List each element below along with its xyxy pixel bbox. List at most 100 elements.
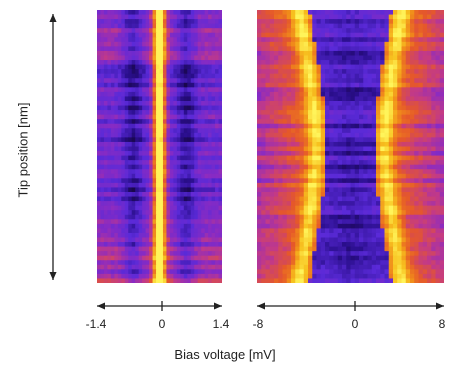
heatmap-cell [303,214,309,220]
heatmap-cell [384,210,390,216]
heatmap-cell [149,19,154,25]
heatmap-cell [337,132,343,138]
heatmap-cell [312,219,318,225]
heatmap-cell [363,269,369,275]
heatmap-cell [269,160,275,166]
heatmap-cell [414,164,420,170]
heatmap-cell [176,210,181,216]
heatmap-cell [312,278,318,283]
heatmap-cell [439,210,444,216]
heatmap-cell [197,146,202,152]
heatmap-cell [97,87,102,93]
heatmap-cell [152,219,157,225]
heatmap-cell [350,264,356,270]
heatmap-cell [117,69,122,75]
heatmap-cell [124,223,129,229]
heatmap-cell [435,210,441,216]
heatmap-cell [354,10,360,16]
heatmap-cell [166,169,171,175]
heatmap-cell [367,246,373,252]
heatmap-cell [176,255,181,261]
heatmap-cell [363,214,369,220]
heatmap-cell [359,101,364,107]
heatmap-cell [435,173,441,179]
heatmap-cell [325,192,330,198]
heatmap-cell [299,255,305,261]
heatmap-cell [265,69,271,75]
heatmap-cell [312,223,318,229]
heatmap-cell [363,114,369,120]
heatmap-cell [291,214,296,220]
heatmap-cell [320,46,326,52]
heatmap-cell [138,278,143,283]
heatmap-cell [183,19,188,25]
heatmap-cell [346,246,352,252]
heatmap-cell [282,169,288,175]
heatmap-cell [384,196,390,202]
heatmap-cell [354,278,360,283]
heatmap-cell [208,264,213,270]
heatmap-cell [380,19,386,25]
heatmap-cell [278,23,284,29]
heatmap-cell [303,178,309,184]
heatmap-cell [121,196,126,202]
heatmap-cell [350,46,356,52]
heatmap-cell [435,237,441,243]
heatmap-cell [201,110,206,116]
heatmap-cell [427,192,432,198]
heatmap-cell [103,41,109,47]
heatmap-cell [215,78,220,84]
heatmap-cell [145,242,150,248]
heatmap-cell [278,264,284,270]
heatmap-cell [176,146,181,152]
heatmap-cell [359,255,364,261]
heatmap-cell [371,132,377,138]
heatmap-cell [162,260,168,266]
heatmap-cell [376,37,381,43]
heatmap-cell [291,10,296,16]
heatmap-cell [194,228,199,234]
heatmap-cell [342,14,347,20]
heatmap-cell [257,214,262,220]
heatmap-cell [162,196,168,202]
heatmap-cell [316,123,322,129]
heatmap-cell [149,91,154,98]
heatmap-cell [218,269,222,275]
heatmap-cell [204,64,209,70]
heatmap-cell [376,119,381,125]
heatmap-cell [110,223,115,229]
heatmap-cell [166,46,171,52]
heatmap-cell [201,10,206,16]
heatmap-cell [183,87,188,93]
heatmap-cell [388,19,394,25]
heatmap-cell [103,205,109,211]
heatmap-cell [187,242,192,248]
heatmap-cell [218,210,222,216]
heatmap-cell [156,10,161,16]
heatmap-cell [439,91,444,98]
heatmap-cell [422,73,428,79]
heatmap-cell [333,246,339,252]
heatmap-cell [166,151,171,157]
heatmap-cell [197,32,202,38]
heatmap-cell [354,41,360,47]
heatmap-cell [388,73,394,79]
heatmap-cell [211,164,216,170]
heatmap-cell [435,55,441,61]
heatmap-cell [208,269,213,275]
heatmap-cell [359,50,364,57]
heatmap-cell [286,101,292,107]
heatmap-cell [156,82,161,88]
heatmap-cell [142,19,147,25]
heatmap-cell [211,160,216,166]
heatmap-cell [194,196,199,202]
heatmap-cell [410,187,415,193]
heatmap-cell [291,123,296,129]
heatmap-cell [114,214,119,220]
heatmap-cell [183,182,188,189]
heatmap-cell [142,164,147,170]
heatmap-cell [371,160,377,166]
heatmap-cell [103,155,109,161]
heatmap-cell [173,69,178,75]
heatmap-cell [286,141,292,148]
